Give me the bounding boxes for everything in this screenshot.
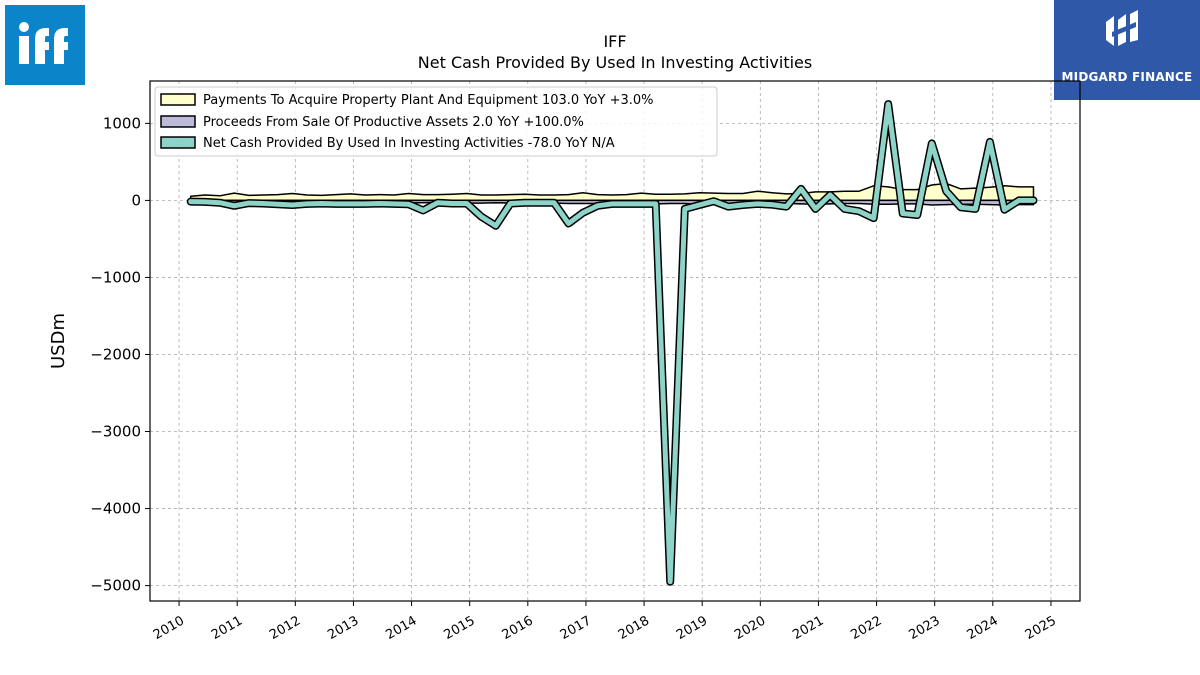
- y-tick-label: −4000: [90, 500, 141, 518]
- y-ticks: 1000 0 −1000 −2000 −3000 −4000 −5000: [90, 114, 150, 595]
- legend-label-net-cash: Net Cash Provided By Used In Investing A…: [203, 136, 615, 151]
- y-tick-label: −2000: [90, 345, 141, 363]
- series-layer: [186, 100, 1038, 586]
- legend-swatch-net-cash: [160, 136, 196, 149]
- x-tick-label: 2025: [1023, 613, 1059, 643]
- brand-name: MIDGARD FINANCE: [1061, 70, 1193, 84]
- x-tick-label: 2013: [325, 613, 361, 643]
- grid: [150, 81, 1080, 601]
- y-tick-label: −1000: [90, 268, 141, 286]
- y-tick-label: 0: [131, 191, 141, 209]
- x-tick-label: 2023: [907, 613, 943, 643]
- plot-frame: [149, 80, 1081, 602]
- iff-logo-mark: [19, 22, 68, 64]
- chart-subtitle: Net Cash Provided By Used In Investing A…: [418, 53, 812, 72]
- x-tick-label: 2015: [442, 613, 478, 643]
- midgard-emblem-icon: [1106, 10, 1138, 46]
- y-axis-label: USDm: [48, 313, 69, 369]
- x-tick-label: 2022: [848, 613, 884, 643]
- legend-swatch-capex: [160, 93, 196, 106]
- x-tick-label: 2021: [790, 613, 826, 643]
- x-tick-label: 2019: [674, 613, 710, 643]
- x-ticks: 2010 2011 2012 2013 2014 2015 2016 2017 2018 2019…: [151, 601, 1059, 643]
- x-tick-label: 2016: [500, 613, 536, 643]
- y-tick-label: 1000: [103, 114, 141, 132]
- series-line-2: [188, 101, 1036, 585]
- x-tick-label: 2020: [732, 613, 768, 643]
- series-line-outline: [186, 100, 1038, 586]
- x-tick-label: 2024: [965, 613, 1001, 643]
- x-tick-label: 2011: [209, 613, 245, 643]
- x-tick-label: 2012: [267, 613, 303, 643]
- iff-logo: [5, 5, 85, 85]
- y-tick-label: −3000: [90, 423, 141, 441]
- legend-swatch-proceeds: [160, 115, 196, 128]
- series-area-0: [189, 182, 1035, 202]
- chart-title: IFF: [603, 32, 626, 51]
- y-tick-label: −5000: [90, 577, 141, 595]
- x-tick-label: 2018: [616, 613, 652, 643]
- legend: Payments To Acquire Property Plant And E…: [154, 86, 718, 157]
- x-tick-label: 2014: [383, 613, 419, 643]
- legend-label-proceeds: Proceeds From Sale Of Productive Assets …: [203, 115, 584, 130]
- legend-box: [154, 86, 718, 157]
- x-tick-label: 2010: [151, 613, 187, 643]
- midgard-finance-logo: MIDGARD FINANCE: [1054, 0, 1200, 100]
- legend-label-capex: Payments To Acquire Property Plant And E…: [203, 93, 654, 108]
- x-tick-label: 2017: [558, 613, 594, 643]
